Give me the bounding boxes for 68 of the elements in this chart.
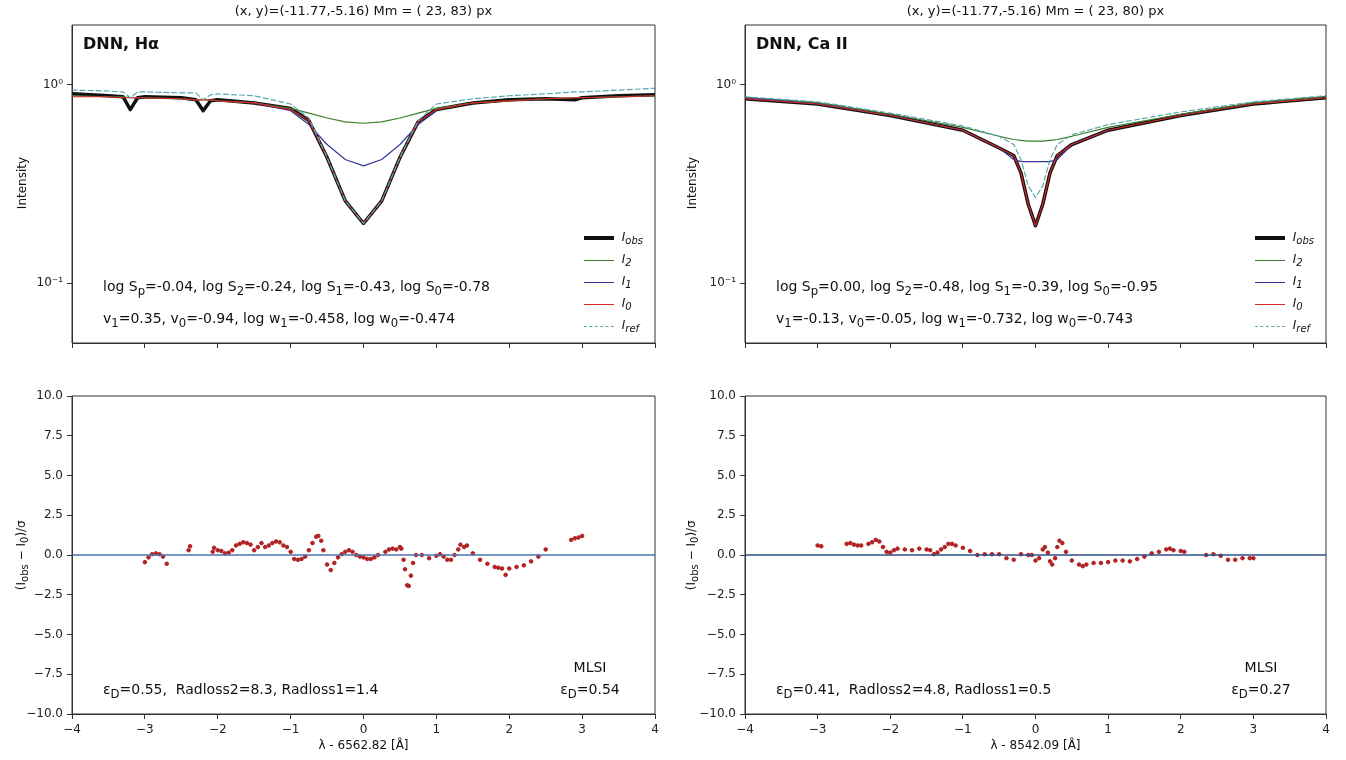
y-tick-label: −2.5: [706, 586, 736, 601]
annotation: ε$_{D}$=0.41, Radloss2=4.8, Radloss1=0.5: [776, 681, 1052, 701]
text: v$_{1}$=0.35, v$_{0}$=-0.94, log w$_{1}$=-0.458, log w$_{0}$=-0.474: [103, 310, 456, 330]
y-tick-label: 7.5: [43, 427, 63, 442]
legend-label: I$_{1}$: [621, 273, 632, 291]
text: v$_{1}$=-0.13, v$_{0}$=-0.05, log w$_{1}$=-0.732, log w$_{0}$=-0.743: [776, 310, 1134, 330]
x-tick-label: −2: [208, 722, 227, 737]
y-axis-title: Intensity: [15, 155, 29, 212]
x-tick-label: −4: [736, 722, 754, 737]
y-tick-label: 2.5: [43, 507, 63, 522]
x-tick-label: 4: [1322, 722, 1330, 737]
y-axis-title: Intensity: [685, 155, 699, 212]
y-tick-label: −5.0: [706, 626, 736, 641]
legend-label: I$_{0}$: [621, 295, 632, 313]
y-tick-label: 10⁰: [715, 76, 737, 91]
x-axis-title: λ - 6562.82 [Å]: [317, 738, 410, 752]
legend-label: I$_{ref}$: [1292, 317, 1311, 335]
legend-label: I$_{2}$: [1292, 251, 1303, 269]
text: log S$_{p}$=0.00, log S$_{2}$=-0.48, log S$_{1}$=-0.39, log S$_{0}$=-0.95: [776, 278, 1158, 298]
y-tick-label: −7.5: [706, 666, 736, 681]
y-tick-label: −7.5: [33, 666, 63, 681]
annotation: MLSI: [572, 659, 608, 675]
chart-title: (x, y)=(-11.77,-5.16) Mm = ( 23, 83) px: [233, 3, 494, 18]
x-tick-label: 4: [651, 722, 659, 737]
annotation: DNN, Hα: [83, 34, 160, 53]
y-tick-label: 0.0: [716, 547, 736, 562]
x-tick-label: 3: [1249, 722, 1258, 737]
x-tick-label: −4: [63, 722, 81, 737]
x-tick-label: 0: [359, 722, 368, 737]
x-tick-label: −1: [281, 722, 300, 737]
y-tick-label: 5.0: [43, 467, 63, 482]
x-tick-label: 2: [505, 722, 514, 737]
x-tick-label: −2: [881, 722, 900, 737]
chart-title: (x, y)=(-11.77,-5.16) Mm = ( 23, 80) px: [905, 3, 1166, 18]
y-tick-label: 0.0: [43, 547, 63, 562]
y-tick-label: 5.0: [716, 467, 736, 482]
x-tick-label: 3: [578, 722, 586, 737]
x-tick-label: 0: [1031, 722, 1040, 737]
y-tick-label: 10⁻¹: [709, 275, 737, 290]
legend-label: I$_{1}$: [1292, 273, 1303, 291]
legend-label: I$_{obs}$: [621, 229, 643, 247]
legend-label: I$_{2}$: [621, 251, 632, 269]
y-tick-label: 10⁰: [42, 76, 64, 91]
annotation: ε$_{D}$=0.55, Radloss2=8.3, Radloss1=1.4: [103, 681, 379, 701]
y-tick-label: −10.0: [26, 706, 63, 721]
x-axis-title: λ - 8542.09 [Å]: [989, 738, 1082, 752]
y-tick-label: −10.0: [699, 706, 736, 721]
y-tick-label: 10.0: [709, 388, 736, 403]
y-tick-label: −5.0: [33, 626, 63, 641]
legend-label: I$_{ref}$: [621, 317, 640, 335]
x-tick-label: 1: [1104, 722, 1112, 737]
annotation: ε$_{D}$=0.27: [1230, 681, 1292, 701]
x-tick-label: −3: [136, 722, 154, 737]
y-tick-label: 10.0: [36, 388, 63, 403]
annotation: DNN, Ca II: [756, 34, 848, 53]
y-tick-label: 10⁻¹: [36, 275, 64, 290]
y-tick-label: 2.5: [716, 507, 736, 522]
x-tick-label: −3: [808, 722, 827, 737]
x-tick-label: 2: [1176, 722, 1185, 737]
y-tick-label: 7.5: [716, 427, 736, 442]
legend-label: I$_{obs}$: [1292, 229, 1314, 247]
annotation: MLSI: [1243, 659, 1279, 675]
legend-label: I$_{0}$: [1292, 295, 1303, 313]
text: log S$_{p}$=-0.04, log S$_{2}$=-0.24, log S$_{1}$=-0.43, log S$_{0}$=-0.78: [103, 278, 490, 298]
x-tick-label: 1: [432, 722, 441, 737]
annotation: ε$_{D}$=0.54: [559, 681, 621, 701]
y-tick-label: −2.5: [33, 586, 63, 601]
x-tick-label: −1: [954, 722, 972, 737]
